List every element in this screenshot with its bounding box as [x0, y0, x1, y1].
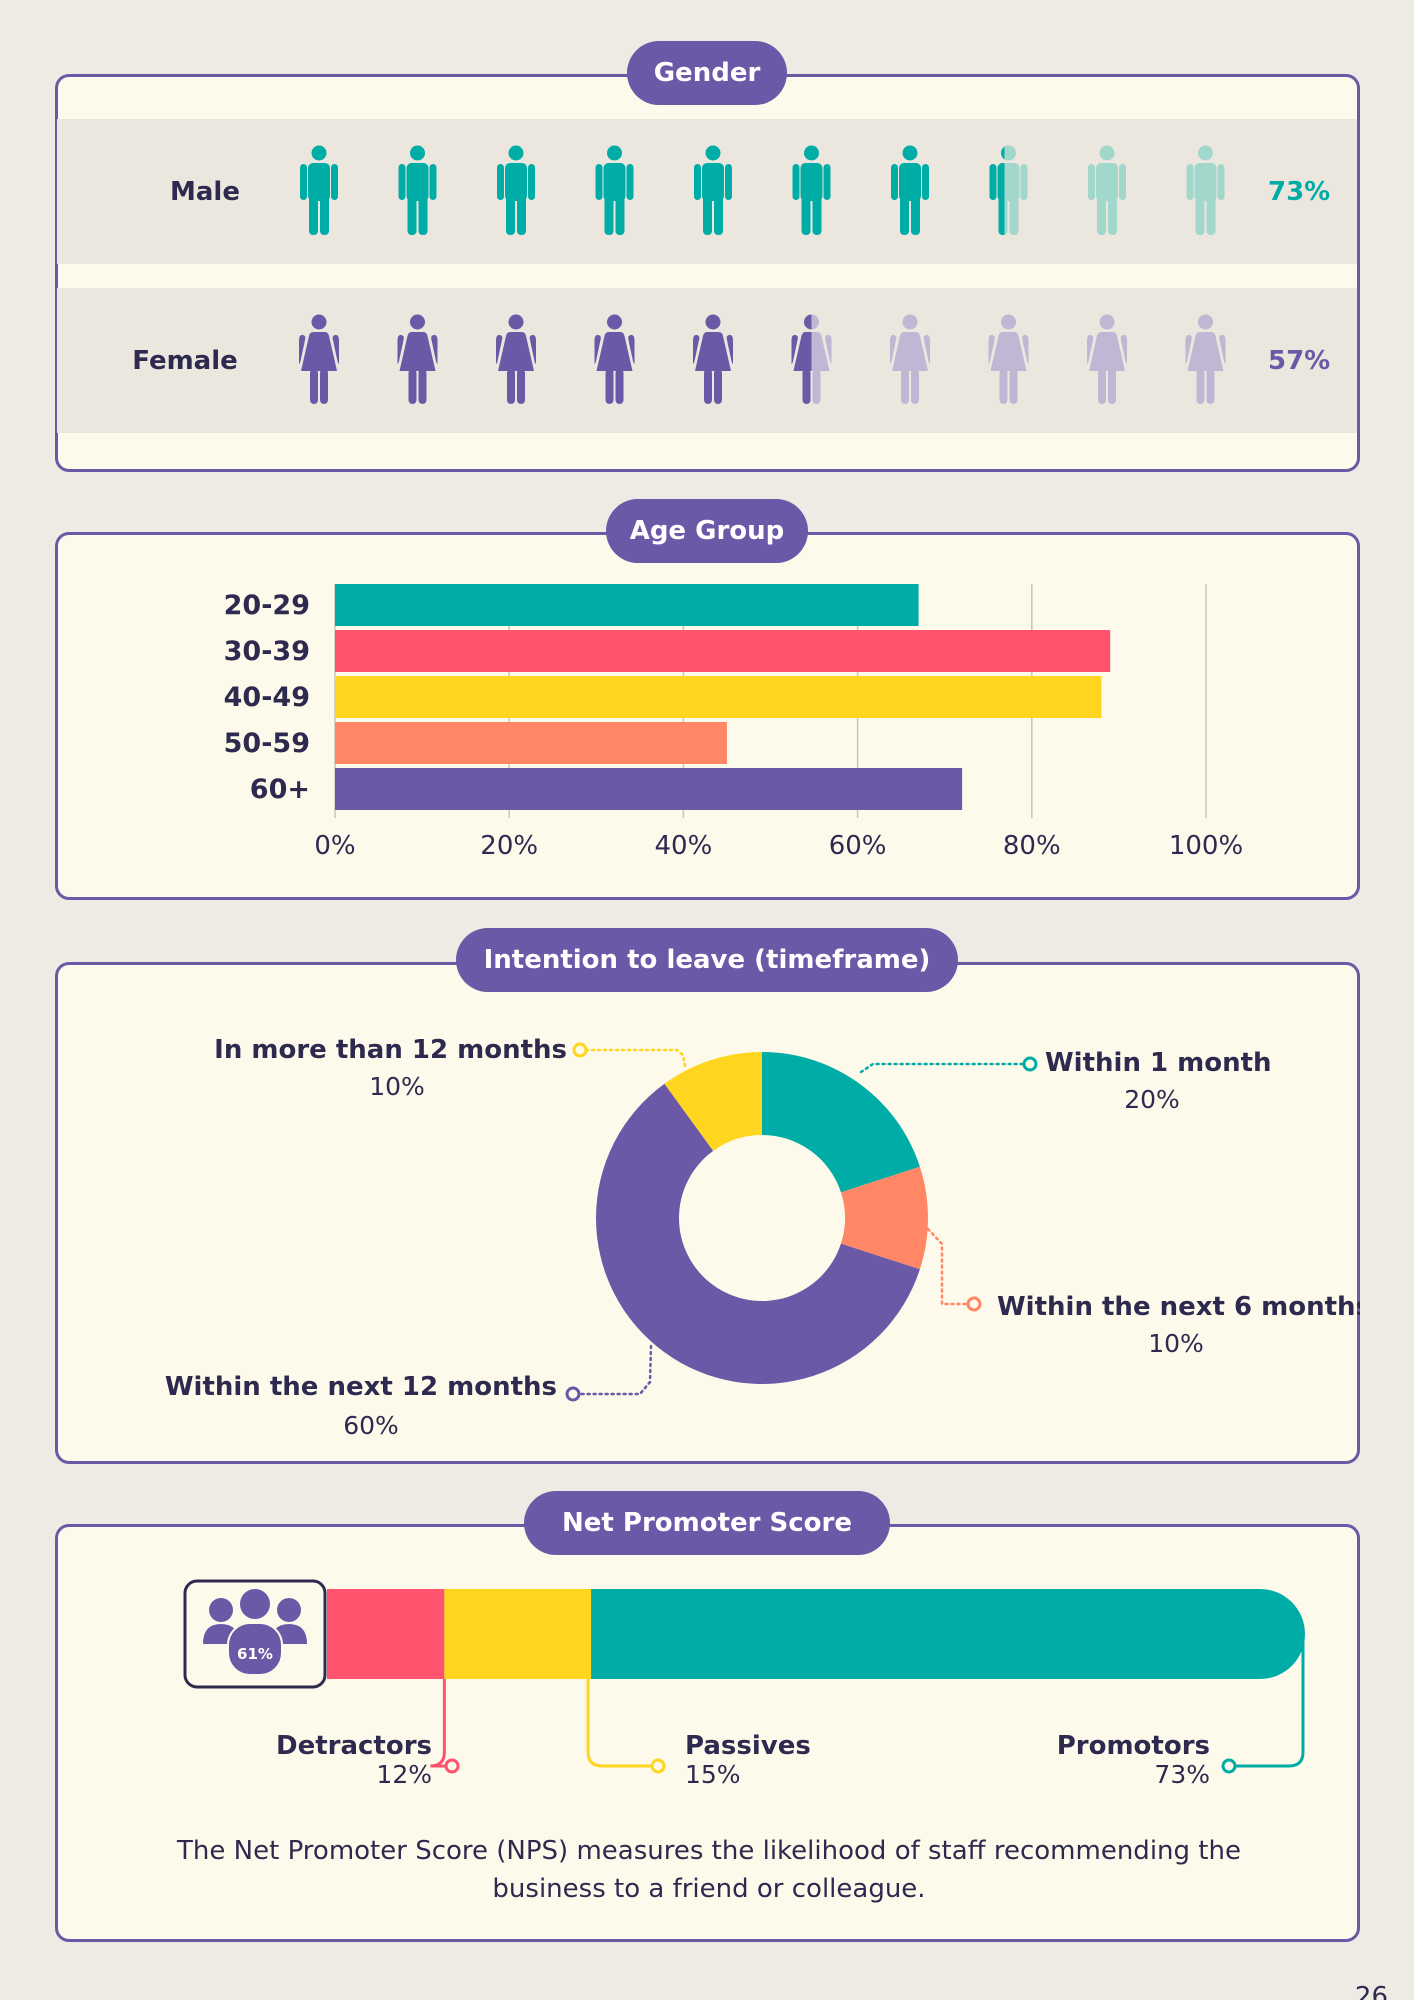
tick-label: 60% [829, 831, 887, 861]
nps-title: Net Promoter Score [524, 1491, 890, 1555]
leader-line [578, 1048, 687, 1068]
leader-dot [572, 1042, 588, 1058]
female-label: Female [132, 346, 238, 376]
slice-percentage: 20% [1124, 1085, 1180, 1114]
slice-label: Within the next 6 months [997, 1292, 1360, 1322]
nps-leader-dot [444, 1758, 460, 1774]
slice-label: In more than 12 months [214, 1035, 567, 1065]
nps-segment-label: Detractors [276, 1731, 432, 1761]
donut-slice [596, 1083, 920, 1384]
age-group-chart: 20-29 30-39 40-49 50-59 60+0% 20% 40% 60% 80% 100… [224, 584, 1243, 861]
nps-leader-line [430, 1679, 455, 1768]
nps-description: The Net Promoter Score (NPS) measures th… [177, 1836, 1241, 1904]
category-label: 20-29 [224, 590, 310, 621]
page-number: 26 [1354, 1982, 1388, 2000]
leader-dot [966, 1296, 982, 1312]
donut-slice [664, 1052, 762, 1151]
tick-label: 100% [1169, 831, 1243, 861]
gender-panel: Male Female 73% 57% [55, 74, 1360, 472]
tick-label: 20% [480, 831, 538, 861]
tick-label: 0% [314, 831, 355, 861]
leader-line [859, 1062, 1032, 1074]
age-group-title: Age Group [606, 499, 808, 563]
bar-20-29 [335, 584, 919, 626]
leader-dot [565, 1386, 581, 1402]
donut-slice [840, 1166, 928, 1270]
people-group-icon [183, 1579, 327, 1689]
nps-segment-label: Promotors [1057, 1731, 1210, 1761]
slice-label: Within the next 12 months [165, 1372, 557, 1402]
tick-label: 40% [655, 831, 713, 861]
nps-score: 61% [237, 1645, 273, 1663]
category-label: 60+ [250, 774, 310, 805]
slice-percentage: 60% [343, 1411, 399, 1440]
slice-percentage: 10% [369, 1072, 425, 1101]
male-percentage: 73% [1268, 177, 1330, 207]
nps-segment-label: Passives [685, 1731, 811, 1761]
tick-label: 80% [1003, 831, 1061, 861]
nps-leader-dot [650, 1758, 666, 1774]
donut-slice [762, 1052, 920, 1193]
nps-segment-percentage: 73% [1154, 1760, 1210, 1789]
slice-label: Within 1 month [1045, 1048, 1272, 1078]
male-label: Male [170, 177, 240, 207]
intention-donut-chart: Within 1 month 20% Within the next 6 month… [165, 1035, 1360, 1440]
age-group-panel: 20-29 30-39 40-49 50-59 60+ 0% 20% 40% 60% 80% 100… [55, 532, 1360, 900]
bar-40-49 [335, 676, 1102, 718]
intention-panel: Within 1 month 20% Within the next 6 month… [55, 962, 1360, 1464]
nps-segment-promotors [591, 1589, 1305, 1679]
nps-segment-percentage: 15% [685, 1760, 741, 1789]
slice-percentage: 10% [1148, 1329, 1204, 1358]
gender-title: Gender [627, 41, 787, 105]
leader-line [926, 1227, 976, 1306]
bar-60+ [335, 768, 963, 810]
leader-line [573, 1344, 653, 1396]
nps-leader-line [586, 1679, 655, 1768]
female-percentage: 57% [1268, 346, 1330, 376]
intention-title: Intention to leave (timeframe) [456, 928, 958, 992]
leader-dot [1022, 1056, 1038, 1072]
category-label: 30-39 [224, 636, 310, 667]
nps-segment [444, 1589, 592, 1679]
nps-segment [327, 1589, 445, 1679]
bar-50-59 [335, 722, 727, 764]
nps-leader-line [1232, 1634, 1305, 1768]
nps-leader-dot [1221, 1758, 1237, 1774]
nps-panel: 61% Detractors 12% Passives 15% Promotors 73%… [55, 1524, 1360, 1942]
category-label: 50-59 [224, 728, 310, 759]
nps-segment-percentage: 12% [376, 1760, 432, 1789]
bar-30-39 [335, 630, 1111, 672]
category-label: 40-49 [224, 682, 310, 713]
